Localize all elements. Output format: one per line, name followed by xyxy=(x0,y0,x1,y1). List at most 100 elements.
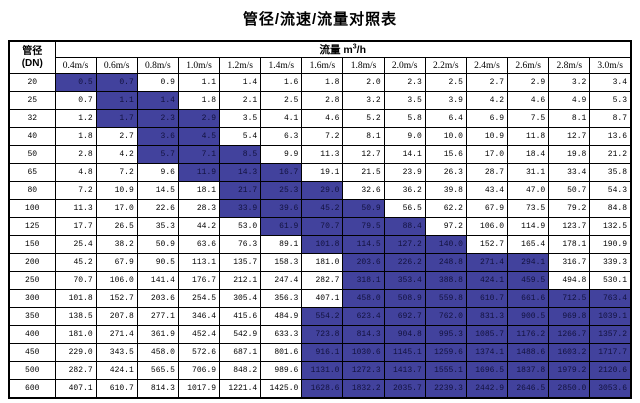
value-cell: 10.9 xyxy=(95,181,138,200)
value-cell: 67.9 xyxy=(465,199,509,218)
value-cell: 141.4 xyxy=(136,271,179,290)
value-cell: 277.1 xyxy=(136,307,179,326)
value-cell: 12.7 xyxy=(548,127,591,146)
value-cell-highlighted: 8.5 xyxy=(219,145,262,164)
dn-cell: 80 xyxy=(8,181,56,200)
table-row: 100 11.3 17.0 22.6 28.3 33.9 39.6 45.2 50.9 56.5 6… xyxy=(8,199,632,218)
value-cell-highlighted: 2120.6 xyxy=(589,361,632,380)
value-cell: 282.7 xyxy=(54,361,97,380)
value-cell-highlighted: 2646.5 xyxy=(507,379,550,398)
value-cell-highlighted: 248.8 xyxy=(424,253,467,272)
table-row: 32 1.2 1.7 2.3 2.9 3.5 4.1 4.6 5.2 5.8 6.4 6.9 7.5 8.… xyxy=(8,109,632,128)
value-cell-highlighted: 33.9 xyxy=(219,199,262,218)
value-cell-highlighted: 79.5 xyxy=(342,217,385,236)
velocity-header-cell: 2.0m/s xyxy=(383,57,426,74)
value-cell: 1.6 xyxy=(260,73,303,92)
value-cell: 207.8 xyxy=(95,307,138,326)
value-cell-highlighted: 1131.0 xyxy=(301,361,344,380)
value-cell: 35.8 xyxy=(589,163,632,182)
value-cell: 8.1 xyxy=(342,127,385,146)
value-cell-highlighted: 3.6 xyxy=(136,127,179,146)
value-cell-highlighted: 554.2 xyxy=(301,307,344,326)
value-cell-highlighted: 1145.1 xyxy=(383,343,426,362)
value-cell: 339.3 xyxy=(589,253,632,272)
value-cell-highlighted: 916.1 xyxy=(301,343,344,362)
flow-unit: m3/h xyxy=(343,43,366,57)
value-cell: 610.7 xyxy=(95,379,138,398)
dn-cell: 40 xyxy=(8,127,56,146)
value-cell-highlighted: 1030.6 xyxy=(342,343,385,362)
value-cell: 44.2 xyxy=(177,217,221,236)
value-cell: 45.2 xyxy=(54,253,97,272)
value-cell: 0.7 xyxy=(54,91,97,110)
value-cell: 572.6 xyxy=(177,343,221,362)
value-cell-highlighted: 271.4 xyxy=(465,253,509,272)
value-cell: 6.4 xyxy=(424,109,467,128)
value-cell: 706.9 xyxy=(177,361,221,380)
velocity-header-cell: 2.2m/s xyxy=(424,57,467,74)
value-cell-highlighted: 4.5 xyxy=(177,127,221,146)
value-cell: 5.8 xyxy=(383,109,426,128)
value-cell-highlighted: 226.2 xyxy=(383,253,426,272)
value-cell-highlighted: 508.9 xyxy=(383,289,426,308)
value-cell: 21.5 xyxy=(342,163,385,182)
value-cell-highlighted: 1039.1 xyxy=(589,307,632,326)
value-cell: 407.1 xyxy=(301,289,344,308)
value-cell-highlighted: 459.5 xyxy=(507,271,550,290)
dn-cell: 125 xyxy=(8,217,56,236)
table-row: 20 0.5 0.7 0.9 1.1 1.4 1.6 1.8 2.0 2.3 2.5 2.7 2.9 3.… xyxy=(8,73,632,92)
value-cell: 101.8 xyxy=(54,289,97,308)
value-cell: 73.5 xyxy=(507,199,550,218)
value-cell: 6.9 xyxy=(465,109,509,128)
value-cell-highlighted: 88.4 xyxy=(383,217,426,236)
value-cell: 282.7 xyxy=(301,271,344,290)
value-cell: 1.4 xyxy=(219,73,262,92)
value-cell: 530.1 xyxy=(589,271,632,290)
value-cell-highlighted: 140.0 xyxy=(424,235,467,254)
value-cell: 203.6 xyxy=(136,289,179,308)
value-cell-highlighted: 831.3 xyxy=(465,307,509,326)
value-cell: 8.1 xyxy=(548,109,591,128)
table-row: 200 45.2 67.9 90.5 113.1 135.7 158.3 181.0 203.6… xyxy=(8,253,632,272)
value-cell: 67.9 xyxy=(95,253,138,272)
value-cell-highlighted: 762.0 xyxy=(424,307,467,326)
value-cell-highlighted: 2442.9 xyxy=(465,379,509,398)
value-cell: 39.8 xyxy=(424,181,467,200)
value-cell: 176.7 xyxy=(177,271,221,290)
value-cell: 181.0 xyxy=(54,325,97,344)
dn-cell: 32 xyxy=(8,109,56,128)
velocity-header-cell: 0.6m/s xyxy=(95,57,138,74)
value-cell-highlighted: 1374.1 xyxy=(465,343,509,362)
value-cell: 2.9 xyxy=(507,73,550,92)
value-cell: 5.2 xyxy=(342,109,385,128)
table-row: 125 17.7 26.5 35.3 44.2 53.0 61.9 70.7 79.5 88.4 9… xyxy=(8,217,632,236)
value-cell: 19.8 xyxy=(548,145,591,164)
value-cell: 11.3 xyxy=(301,145,344,164)
value-cell: 33.4 xyxy=(548,163,591,182)
value-cell: 106.0 xyxy=(465,217,509,236)
value-cell-highlighted: 61.9 xyxy=(260,217,303,236)
table-row: 300 101.8 152.7 203.6 254.5 305.4 356.3 407.1 45… xyxy=(8,289,632,308)
velocity-header-cell: 2.4m/s xyxy=(465,57,509,74)
dn-cell: 65 xyxy=(8,163,56,182)
value-cell: 1.1 xyxy=(177,73,221,92)
value-cell-highlighted: 424.1 xyxy=(465,271,509,290)
value-cell: 63.6 xyxy=(177,235,221,254)
velocity-header-cell: 3.0m/s xyxy=(589,57,632,74)
value-cell: 53.0 xyxy=(219,217,262,236)
table-row: 65 4.8 7.2 9.6 11.9 14.3 16.7 19.1 21.5 23.9 26.3 2… xyxy=(8,163,632,182)
value-cell: 316.7 xyxy=(548,253,591,272)
value-cell: 814.3 xyxy=(136,379,179,398)
velocity-header-cell: 1.8m/s xyxy=(342,57,385,74)
value-cell-highlighted: 1696.5 xyxy=(465,361,509,380)
value-cell: 254.5 xyxy=(177,289,221,308)
value-cell: 1.2 xyxy=(54,109,97,128)
flow-unit-header-cell: 流量 m3/h xyxy=(54,40,632,58)
flow-unit-header-row: 管径 (DN) 流量 m3/h xyxy=(8,40,632,74)
value-cell: 1425.0 xyxy=(260,379,303,398)
table-row: 50 2.8 4.2 5.7 7.1 8.5 9.9 11.3 12.7 14.1 15.6 17.0… xyxy=(8,145,632,164)
value-cell-highlighted: 1259.6 xyxy=(424,343,467,362)
value-cell: 152.7 xyxy=(95,289,138,308)
value-cell: 7.5 xyxy=(507,109,550,128)
value-cell: 32.6 xyxy=(342,181,385,200)
